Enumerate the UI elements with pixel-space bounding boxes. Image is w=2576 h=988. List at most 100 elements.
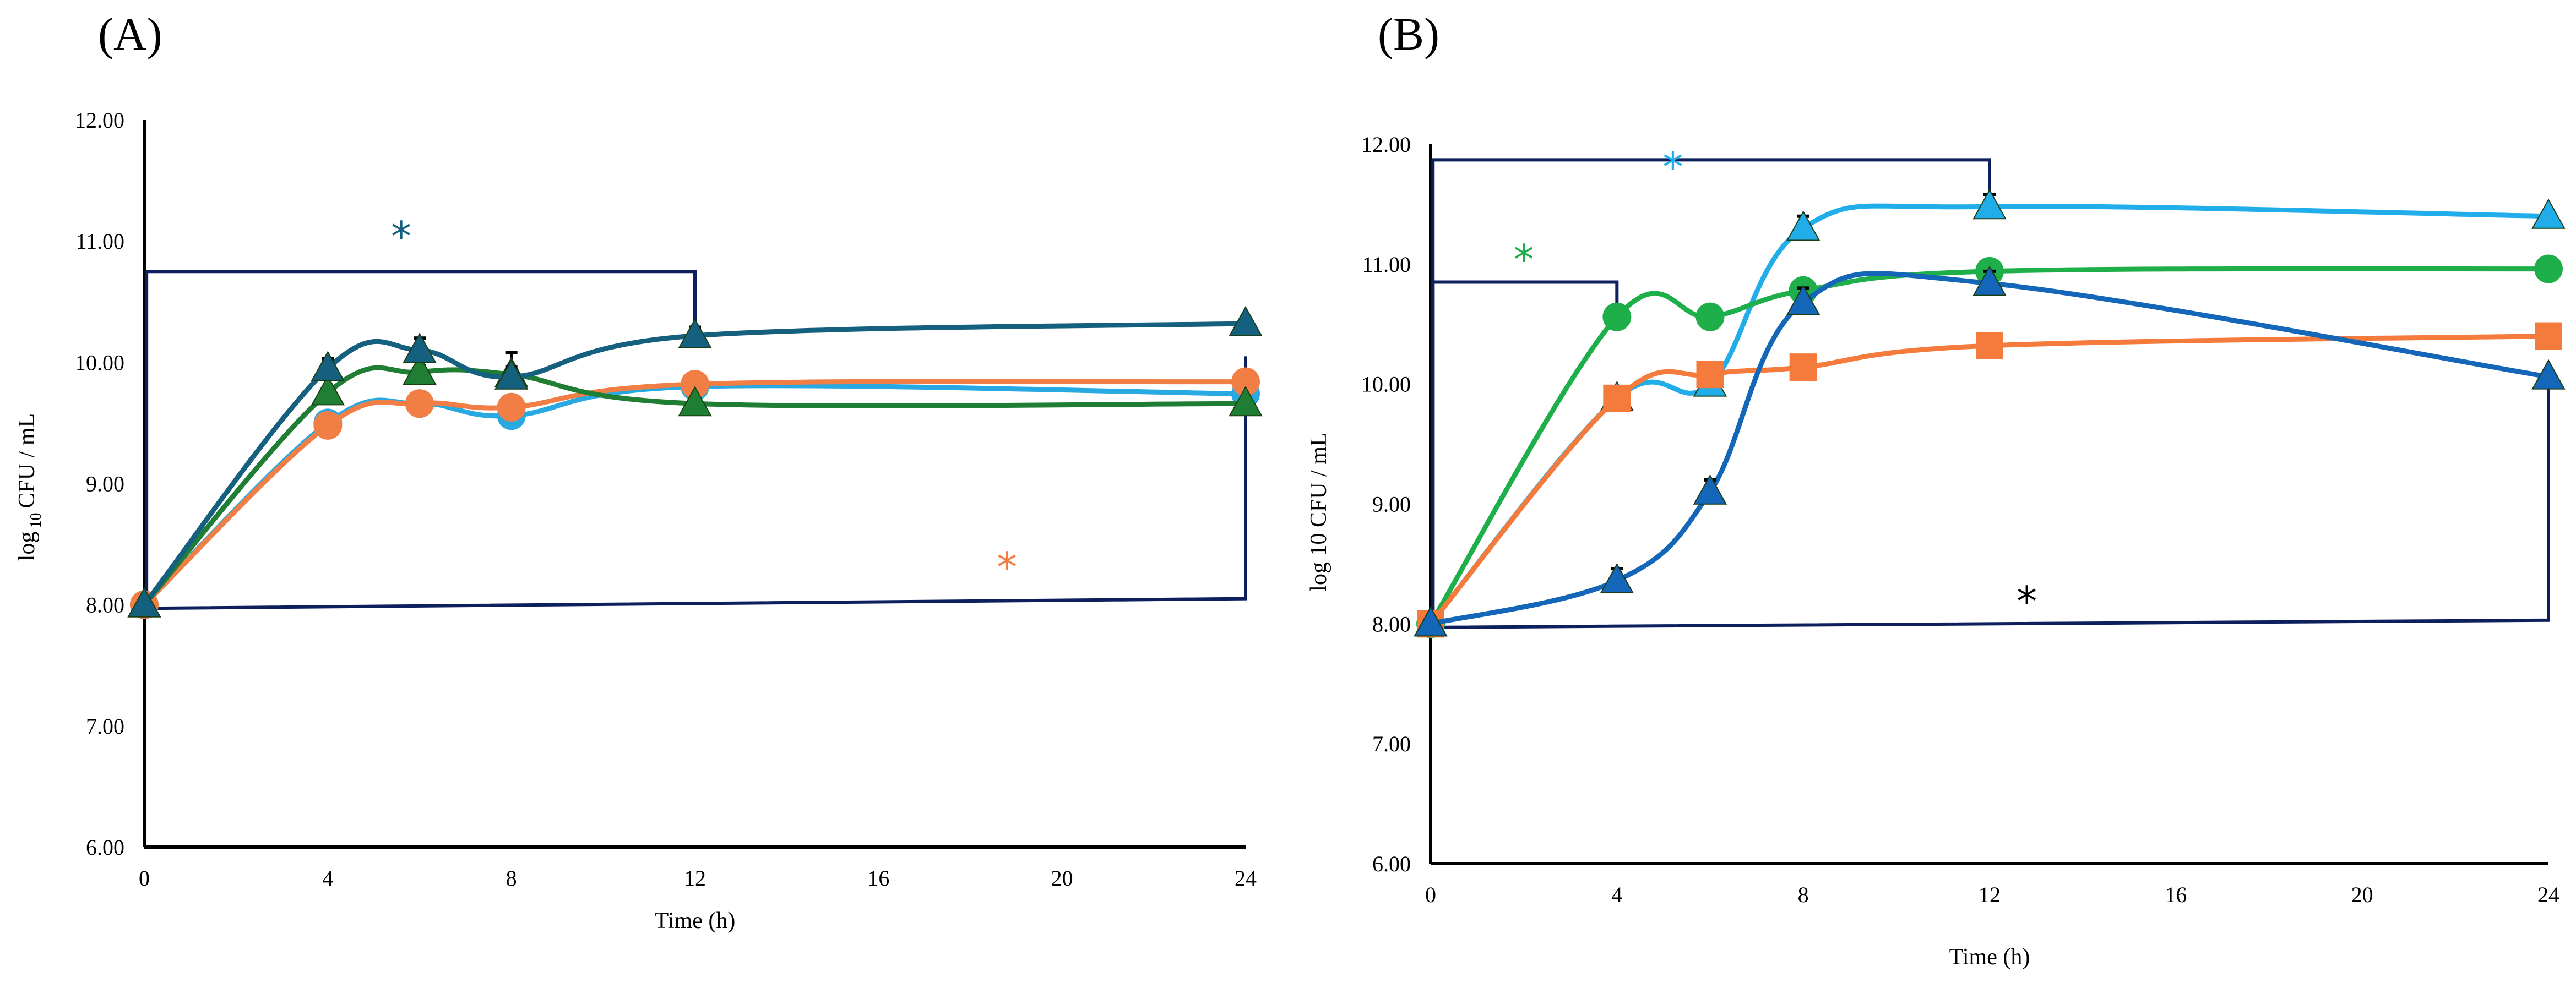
data-point <box>311 375 345 406</box>
x-tick-label: 16 <box>2165 882 2187 907</box>
x-tick-label: 12 <box>684 866 706 891</box>
panel-b-y-tick-labels: 6.00 7.00 8.00 9.00 10.00 11.00 12.00 <box>1361 132 1411 876</box>
y-tick-label: 11.00 <box>1362 252 1411 277</box>
panel-b-x-tick-labels: 0 4 8 12 16 20 24 <box>1425 882 2559 907</box>
panel-a-y-axis-title-post: CFU / mL <box>14 413 40 509</box>
data-point <box>1229 305 1263 336</box>
y-tick-label: 9.00 <box>1372 492 1411 517</box>
data-point <box>2535 322 2562 350</box>
data-point <box>2531 359 2566 390</box>
y-tick-label: 6.00 <box>1372 851 1411 876</box>
y-tick-label: 12.00 <box>75 108 124 133</box>
data-point <box>313 411 343 440</box>
panel-a-x-tick-labels: 0 4 8 12 16 20 24 <box>139 866 1257 891</box>
x-tick-label: 20 <box>2351 882 2373 907</box>
panel-a-label: (A) <box>98 9 162 60</box>
data-point <box>403 332 437 363</box>
data-point <box>678 386 712 417</box>
panel-b-significance-brackets <box>1431 158 2550 629</box>
series-light-blue-triangle <box>1414 189 2566 637</box>
y-tick-label: 7.00 <box>1372 732 1411 756</box>
significance-asterisk: * <box>1514 236 1534 283</box>
data-point <box>1231 367 1260 396</box>
data-point <box>1786 285 1820 315</box>
panel-b-y-axis-title: log 10 CFU / mL <box>1306 432 1332 591</box>
significance-asterisk: * <box>391 213 411 260</box>
significance-asterisk: * <box>997 544 1017 591</box>
x-tick-label: 4 <box>322 866 333 891</box>
series-line <box>1428 334 2551 626</box>
data-point <box>1972 189 2007 220</box>
data-point <box>1972 265 2007 296</box>
y-tick-label: 10.00 <box>1361 372 1411 397</box>
series-line <box>142 321 1248 608</box>
data-point <box>405 389 434 418</box>
data-point <box>1786 210 1820 241</box>
panel-b-series <box>1414 189 2566 638</box>
data-point <box>1976 331 2003 359</box>
panel-b-x-axis-title: Time (h) <box>1949 945 2030 970</box>
data-point <box>2531 198 2566 229</box>
data-point <box>494 359 529 390</box>
panel-b-y-axis-title-pre: log 10 CFU / mL <box>1306 432 1332 591</box>
x-tick-label: 8 <box>506 866 517 891</box>
data-point <box>681 369 709 399</box>
data-point <box>1695 302 1725 331</box>
data-point <box>1229 386 1263 417</box>
significance-asterisk: * <box>2017 578 2037 625</box>
y-tick-label: 12.00 <box>1361 132 1411 157</box>
x-tick-label: 12 <box>1979 882 2001 907</box>
series-blue-triangle <box>1414 265 2566 637</box>
significance-bracket <box>1433 378 2550 629</box>
panel-b: (B) 6.00 7.00 8.00 9.00 10.00 11.00 12.00 0 4 8 1… <box>1306 9 2566 970</box>
x-tick-label: 4 <box>1611 882 1622 907</box>
data-point <box>311 351 345 381</box>
data-point <box>127 587 161 618</box>
panel-a-y-tick-labels: 6.00 7.00 8.00 9.00 10.00 11.00 12.00 <box>75 108 124 860</box>
panel-a-series <box>127 305 1263 619</box>
data-point <box>1600 563 1634 593</box>
data-point <box>1696 361 1724 389</box>
x-tick-label: 16 <box>867 866 889 891</box>
x-tick-label: 24 <box>1235 866 1257 891</box>
panel-b-annotations: * * * <box>1514 144 2037 625</box>
y-tick-label: 9.00 <box>86 472 124 496</box>
significance-bracket <box>146 356 1247 610</box>
data-point <box>678 318 712 348</box>
significance-bracket <box>145 270 697 605</box>
panel-a-significance-brackets <box>145 270 1247 610</box>
panel-a-x-axis-title: Time (h) <box>655 908 736 934</box>
series-line <box>142 383 1248 608</box>
panel-a-annotations: ** <box>391 213 1017 591</box>
x-tick-label: 20 <box>1051 866 1073 891</box>
y-tick-label: 8.00 <box>1372 612 1411 636</box>
y-tick-label: 7.00 <box>86 714 124 739</box>
data-point <box>2534 254 2563 283</box>
series-line <box>1428 271 2551 626</box>
panel-a-y-axis-title: log 10 CFU / mL <box>14 413 45 561</box>
significance-bracket <box>1431 280 1619 624</box>
series-teal-triangle <box>127 305 1263 618</box>
data-point <box>1693 474 1727 505</box>
data-point <box>1602 302 1632 331</box>
data-point <box>1603 384 1631 412</box>
y-tick-label: 8.00 <box>86 593 124 618</box>
significance-asterisk: * <box>1662 144 1683 191</box>
x-tick-label: 0 <box>139 866 150 891</box>
series-line <box>1428 266 2551 626</box>
x-tick-label: 24 <box>2537 882 2559 907</box>
y-tick-label: 11.00 <box>75 229 124 254</box>
panel-b-label: (B) <box>1378 9 1439 60</box>
y-tick-label: 6.00 <box>86 835 124 860</box>
x-tick-label: 0 <box>1425 882 1436 907</box>
series-green-circle <box>1416 254 2563 638</box>
data-point <box>1414 606 1448 637</box>
data-point <box>403 354 437 385</box>
panel-a: (A) 6.00 7.00 8.00 9.00 10.00 11.00 12.00 0 4 8 1… <box>14 9 1263 934</box>
y-tick-label: 10.00 <box>75 350 124 375</box>
x-tick-label: 8 <box>1798 882 1809 907</box>
panel-a-y-axis-title-sub: 10 <box>28 513 45 528</box>
data-point <box>497 392 526 422</box>
